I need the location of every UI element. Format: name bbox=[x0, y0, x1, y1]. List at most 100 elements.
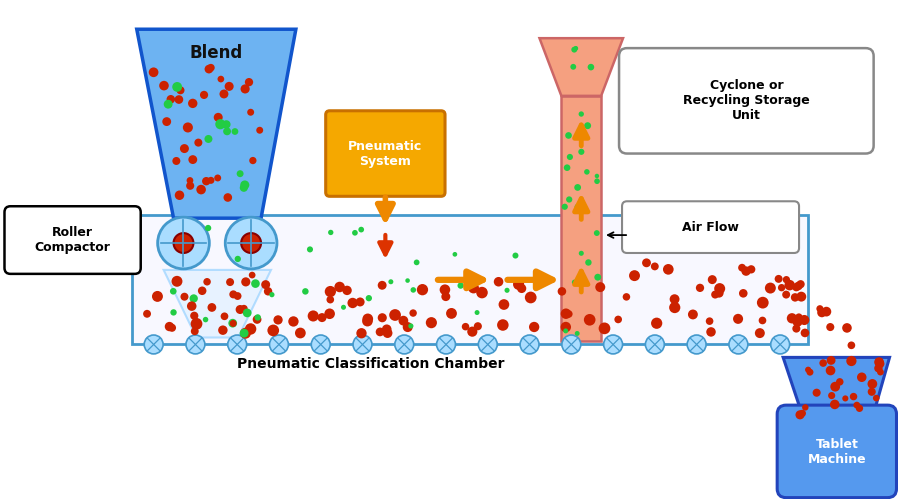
Point bbox=[731, 315, 745, 323]
Point bbox=[170, 278, 184, 285]
Point bbox=[686, 310, 700, 318]
Point bbox=[222, 82, 237, 90]
Circle shape bbox=[225, 217, 277, 269]
Point bbox=[470, 308, 484, 316]
Circle shape bbox=[241, 233, 261, 253]
Point bbox=[648, 262, 662, 270]
Point bbox=[566, 63, 580, 71]
Point bbox=[380, 325, 394, 333]
Circle shape bbox=[174, 233, 194, 253]
Point bbox=[562, 132, 576, 140]
Point bbox=[220, 120, 234, 128]
Point bbox=[712, 289, 726, 297]
Circle shape bbox=[186, 335, 205, 354]
FancyBboxPatch shape bbox=[619, 48, 874, 154]
Text: Blend: Blend bbox=[190, 44, 243, 62]
Point bbox=[872, 358, 886, 366]
Point bbox=[797, 316, 812, 324]
Point bbox=[662, 266, 676, 274]
Point bbox=[844, 342, 859, 349]
Point bbox=[792, 313, 806, 321]
Point bbox=[437, 286, 452, 294]
Circle shape bbox=[158, 217, 210, 269]
Point bbox=[774, 284, 788, 292]
Point bbox=[713, 284, 727, 292]
FancyBboxPatch shape bbox=[778, 405, 896, 498]
Circle shape bbox=[520, 335, 539, 354]
Point bbox=[824, 323, 838, 331]
Point bbox=[704, 328, 718, 336]
Polygon shape bbox=[164, 270, 271, 338]
Point bbox=[598, 324, 612, 332]
Point bbox=[668, 295, 682, 303]
Point bbox=[187, 312, 202, 320]
Point bbox=[650, 319, 664, 327]
Point bbox=[524, 294, 538, 302]
Point bbox=[584, 63, 598, 71]
Point bbox=[571, 184, 585, 192]
Point bbox=[755, 316, 770, 324]
Point bbox=[323, 288, 338, 296]
Point bbox=[169, 157, 184, 165]
Point bbox=[571, 202, 585, 210]
Point bbox=[353, 298, 367, 306]
Point bbox=[185, 156, 200, 164]
Point bbox=[424, 318, 438, 326]
Point bbox=[375, 314, 390, 322]
Point bbox=[220, 128, 234, 136]
Point bbox=[515, 284, 529, 292]
Point bbox=[736, 290, 751, 298]
Point bbox=[258, 280, 273, 288]
Point bbox=[824, 366, 838, 374]
Point bbox=[814, 308, 829, 316]
Point bbox=[793, 411, 807, 419]
Circle shape bbox=[228, 335, 247, 354]
Point bbox=[197, 91, 211, 99]
Point bbox=[794, 292, 808, 300]
Point bbox=[832, 378, 847, 386]
Point bbox=[873, 368, 887, 376]
Point bbox=[340, 286, 355, 294]
Point bbox=[852, 404, 867, 412]
Point bbox=[574, 250, 589, 258]
Point bbox=[396, 316, 410, 324]
Point bbox=[238, 85, 252, 93]
Point bbox=[266, 326, 281, 334]
Point bbox=[816, 359, 831, 367]
Point bbox=[560, 164, 574, 172]
Point bbox=[213, 75, 228, 83]
Point bbox=[170, 83, 184, 91]
Point bbox=[785, 314, 799, 322]
Circle shape bbox=[604, 335, 623, 354]
Point bbox=[217, 90, 231, 98]
Point bbox=[410, 258, 424, 266]
Point bbox=[590, 229, 604, 237]
Point bbox=[177, 292, 192, 300]
Point bbox=[191, 138, 205, 146]
Point bbox=[211, 174, 225, 182]
Point bbox=[865, 380, 879, 388]
Point bbox=[298, 288, 312, 296]
Point bbox=[824, 392, 839, 400]
Point bbox=[162, 322, 176, 330]
Point bbox=[185, 100, 200, 108]
Point bbox=[406, 286, 420, 294]
Point bbox=[186, 294, 201, 302]
Point bbox=[508, 252, 523, 260]
Point bbox=[201, 224, 215, 232]
Point bbox=[400, 323, 415, 331]
Point bbox=[246, 156, 260, 164]
Point bbox=[362, 294, 376, 302]
Point bbox=[789, 283, 804, 291]
Point bbox=[230, 255, 245, 263]
Point bbox=[580, 122, 595, 130]
Point bbox=[496, 321, 510, 329]
Circle shape bbox=[478, 335, 497, 354]
Point bbox=[567, 46, 581, 54]
Point bbox=[226, 320, 240, 328]
Point bbox=[619, 293, 634, 301]
Point bbox=[869, 394, 884, 402]
Point bbox=[204, 304, 219, 312]
Point bbox=[511, 280, 526, 288]
Point bbox=[199, 177, 213, 185]
